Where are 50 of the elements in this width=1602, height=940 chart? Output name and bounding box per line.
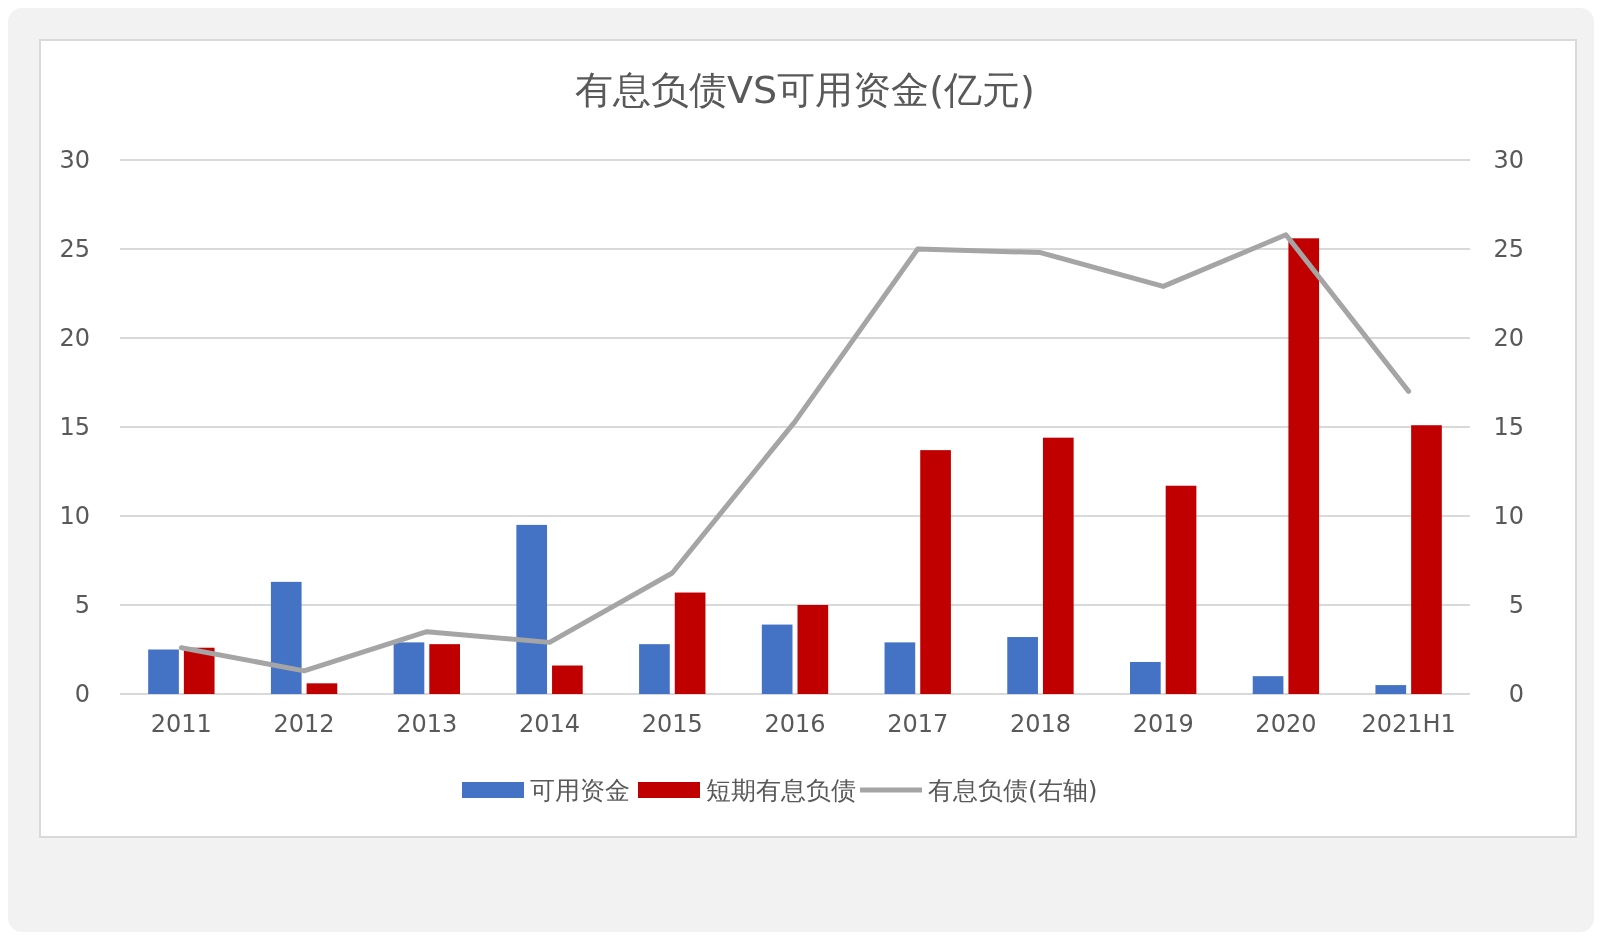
x-tick-label: 2014 <box>519 710 581 738</box>
y-tick-label: 0 <box>74 680 90 709</box>
y-tick-label: 30 <box>59 146 90 175</box>
x-tick-label: 2013 <box>396 710 458 738</box>
y-tick-label: 25 <box>59 235 90 264</box>
bar <box>1130 661 1161 694</box>
bar <box>1252 676 1284 694</box>
bar <box>1288 238 1320 694</box>
bar <box>1007 637 1038 694</box>
bar <box>1375 685 1407 694</box>
legend-label: 短期有息负债 <box>706 775 856 805</box>
bar <box>1165 485 1197 694</box>
bar <box>797 605 829 694</box>
bar <box>639 644 670 694</box>
bar <box>761 624 793 694</box>
bar <box>884 642 916 694</box>
y2-tick-label: 15 <box>1493 413 1524 442</box>
y2-tick-label: 0 <box>1508 680 1524 709</box>
y-tick-label: 10 <box>59 502 90 531</box>
bar <box>552 665 583 694</box>
y2-tick-label: 20 <box>1493 324 1524 353</box>
legend-label: 有息负债(右轴) <box>928 775 1098 805</box>
legend-label: 可用资金 <box>530 775 630 805</box>
chart-title: 有息负债VS可用资金(亿元) <box>575 68 1035 112</box>
y-tick-label: 5 <box>74 591 90 620</box>
x-tick-label: 2012 <box>273 710 335 738</box>
x-tick-label: 2017 <box>887 710 949 738</box>
y2-tick-label: 30 <box>1493 146 1524 175</box>
bar <box>516 524 548 694</box>
x-tick-label: 2019 <box>1132 710 1194 738</box>
bar <box>674 592 706 694</box>
y2-tick-label: 10 <box>1493 502 1524 531</box>
x-tick-label: 2020 <box>1255 710 1317 738</box>
bar <box>429 644 460 694</box>
y-tick-label: 15 <box>59 413 90 442</box>
y2-tick-label: 25 <box>1493 235 1524 264</box>
bar <box>148 649 179 694</box>
x-tick-label: 2015 <box>641 710 703 738</box>
bar <box>393 642 425 694</box>
y-tick-label: 20 <box>59 324 90 353</box>
x-tick-label: 2021H1 <box>1361 710 1456 738</box>
x-tick-label: 2011 <box>150 710 212 738</box>
bar <box>920 450 951 694</box>
bar <box>306 683 338 694</box>
y2-tick-label: 5 <box>1508 591 1524 620</box>
bar <box>1411 425 1442 694</box>
x-tick-label: 2018 <box>1009 710 1071 738</box>
x-tick-label: 2016 <box>764 710 826 738</box>
bar <box>270 581 302 694</box>
bar <box>1042 437 1074 694</box>
